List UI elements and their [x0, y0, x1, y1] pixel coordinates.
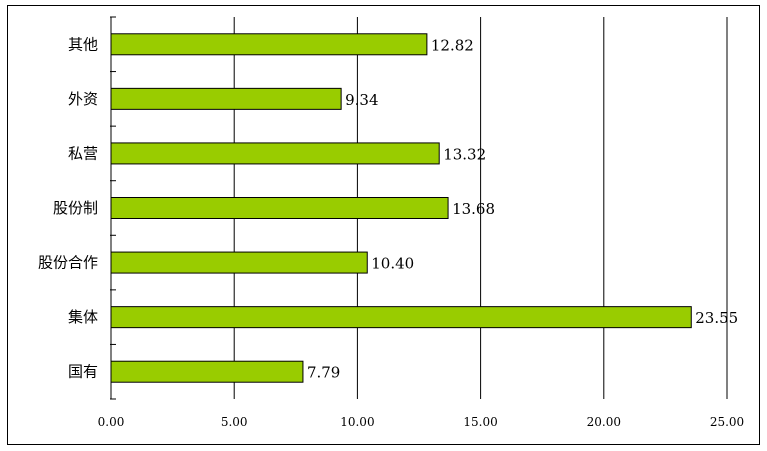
labels: 0.00 5.00 10.00 15.00 20.00 25.00 国有 7.79 集体 23.5… — [38, 35, 744, 429]
category-label: 股份合作 — [38, 254, 98, 272]
category-label: 私营 — [68, 144, 98, 162]
x-tick-label: 0.00 — [98, 415, 125, 429]
x-tick-label: 15.00 — [463, 415, 497, 429]
data-label: 7.79 — [307, 364, 340, 382]
category-label: 其他 — [68, 35, 98, 53]
category-label: 集体 — [68, 308, 98, 326]
bar — [110, 142, 440, 165]
x-tick-label: 20.00 — [587, 415, 621, 429]
x-tick-label: 5.00 — [221, 415, 248, 429]
bar — [110, 306, 692, 329]
data-label: 9.34 — [345, 91, 378, 109]
bar — [110, 360, 304, 383]
bar — [110, 197, 449, 219]
bar — [110, 251, 368, 274]
x-tick-label: 10.00 — [340, 415, 374, 429]
bar — [110, 87, 342, 110]
data-label: 10.40 — [371, 255, 414, 273]
data-label: 13.32 — [443, 145, 486, 163]
category-label: 外资 — [68, 90, 98, 108]
category-label: 国有 — [68, 363, 98, 381]
data-label: 13.68 — [452, 200, 495, 218]
data-label: 23.55 — [695, 309, 738, 327]
category-axis — [110, 16, 116, 400]
category-label: 股份制 — [53, 199, 98, 217]
x-tick-label: 25.00 — [710, 415, 744, 429]
data-label: 12.82 — [431, 36, 474, 54]
bar — [110, 33, 428, 56]
bars — [110, 33, 692, 383]
